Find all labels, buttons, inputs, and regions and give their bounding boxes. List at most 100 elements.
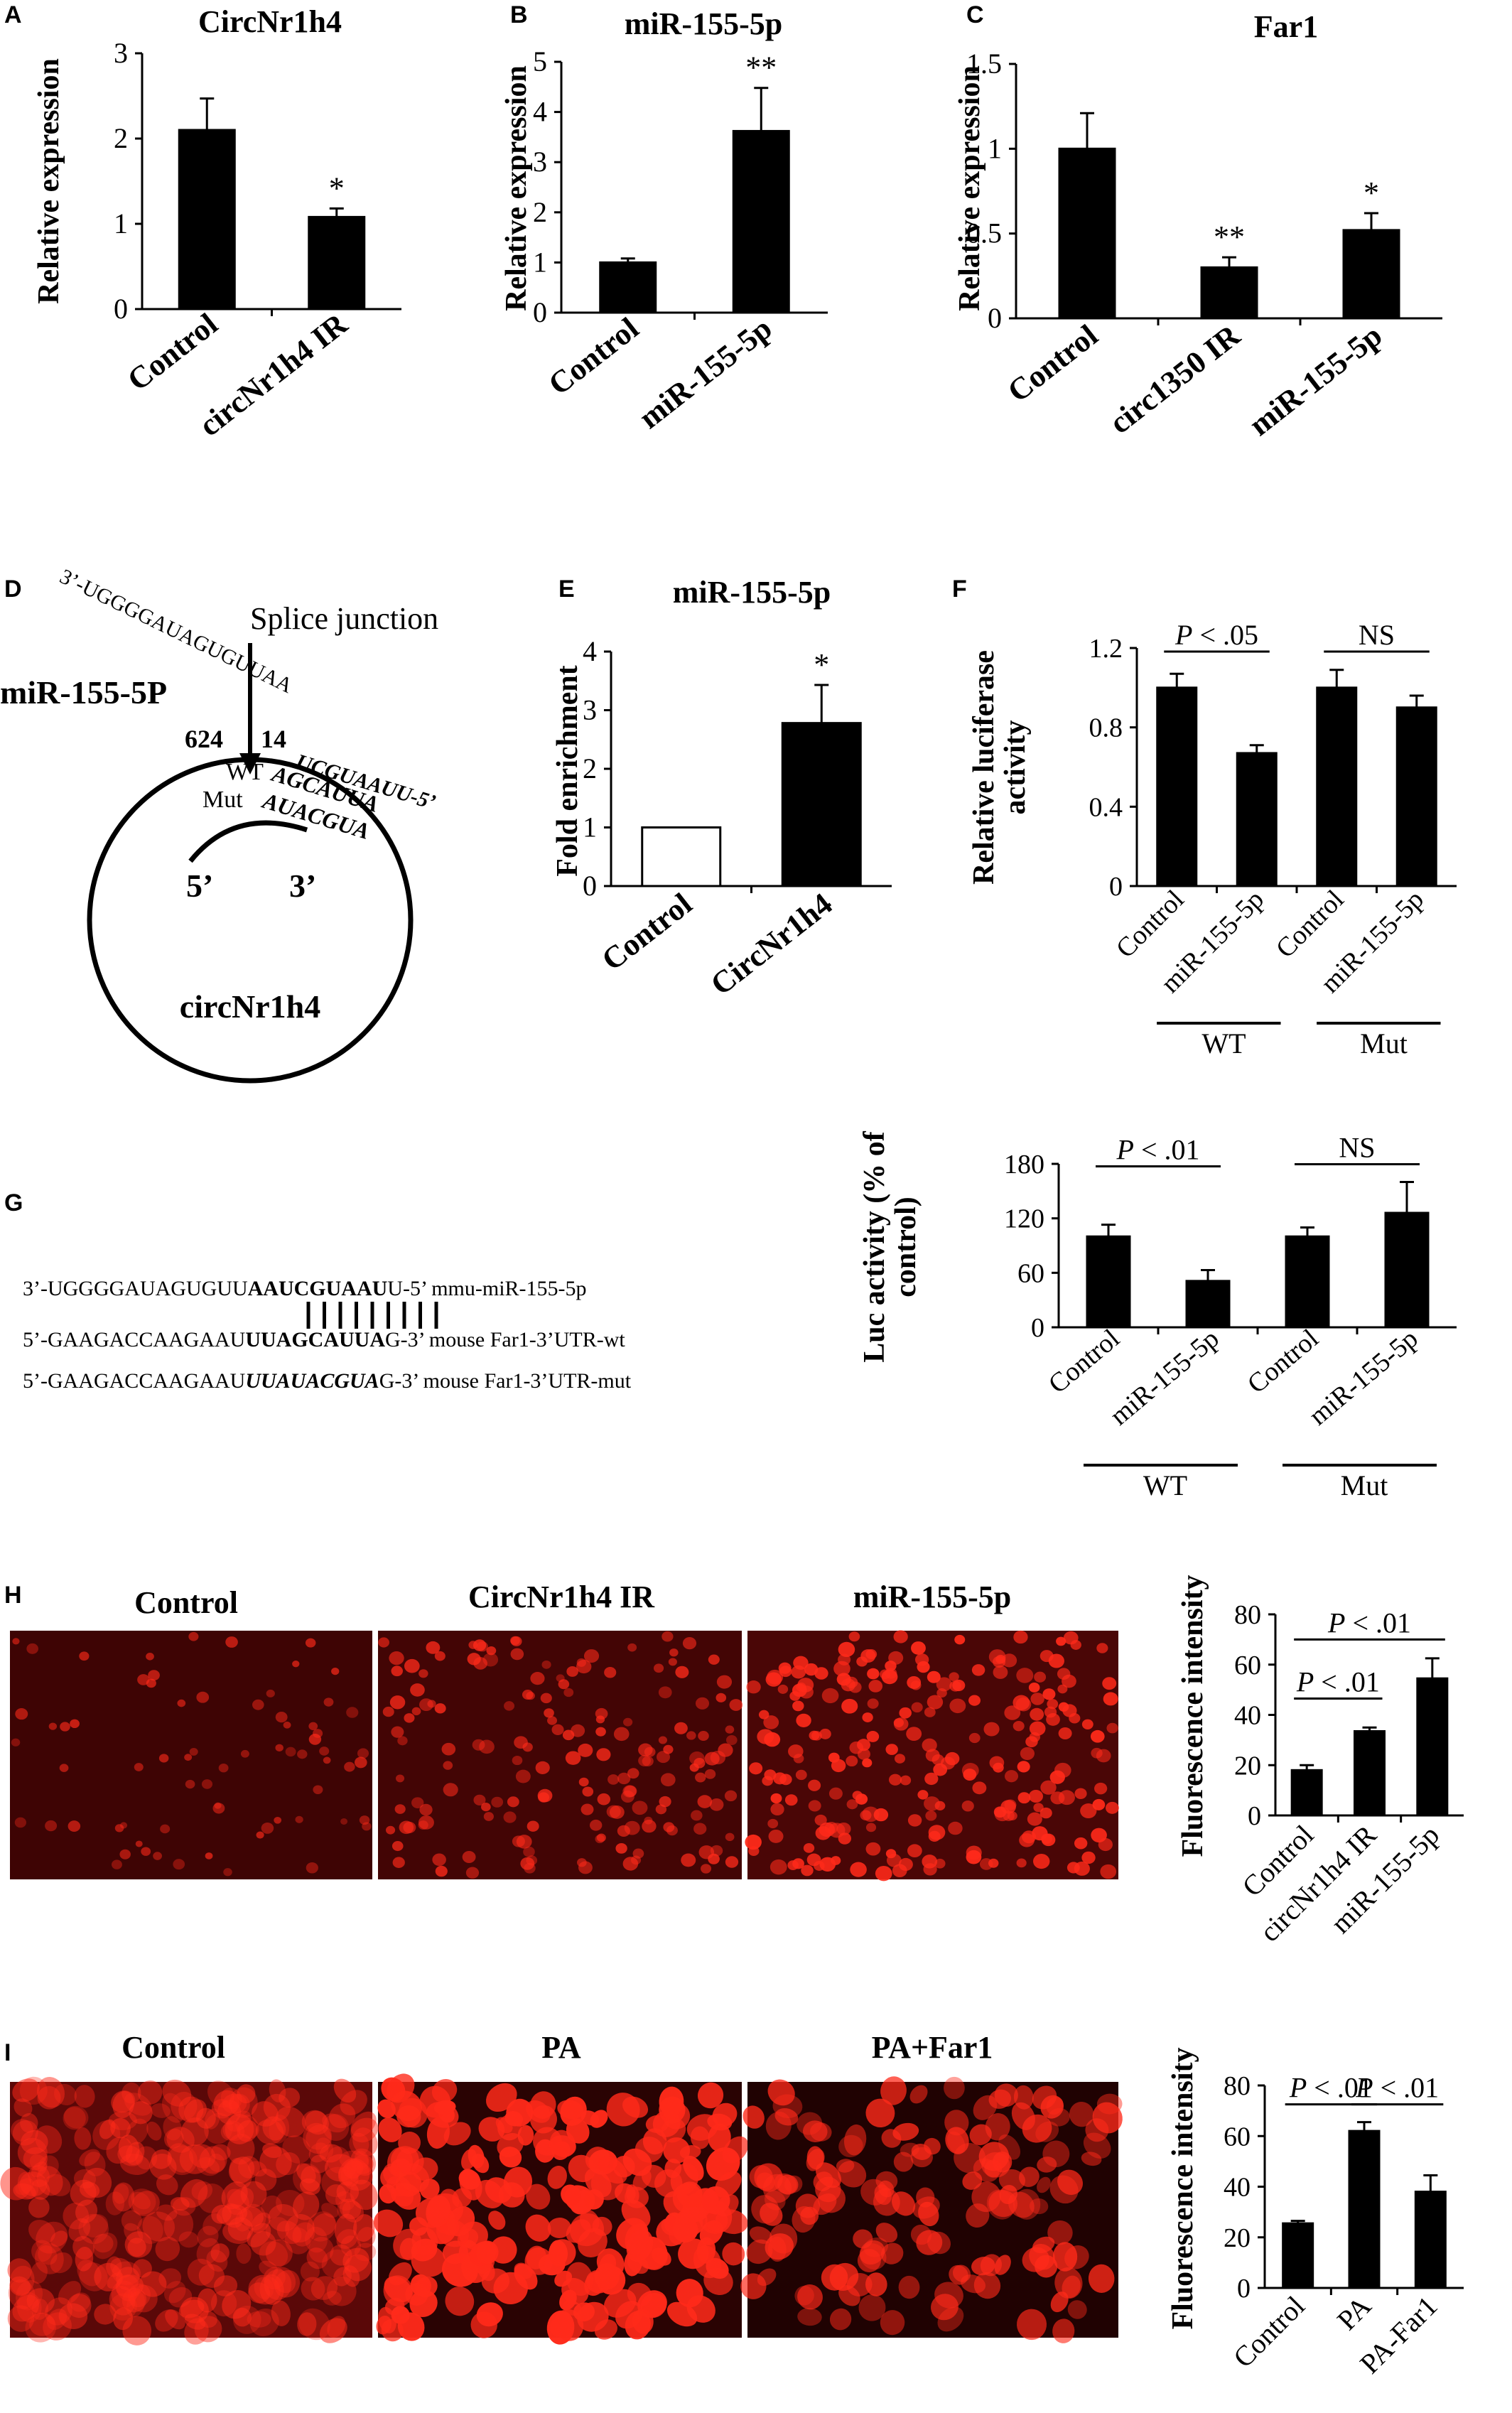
y-tick-label: 60 [1224,2122,1251,2152]
cell-nucleus [404,1713,415,1723]
cell-nucleus [94,2304,117,2325]
cell-nucleus [156,2204,178,2221]
cell-nucleus [1067,2300,1087,2319]
cell-nucleus [704,1769,716,1779]
cell-nucleus [276,2190,305,2217]
category-label: miR-155-5p [632,311,778,436]
mirna-label: miR-155-5P [0,674,167,711]
cell-nucleus [535,1761,550,1774]
cell-nucleus [382,1706,394,1717]
cell-nucleus [768,1829,784,1843]
cell-nucleus [638,1743,653,1756]
cell-nucleus [60,1722,70,1732]
cell-nucleus [161,2093,185,2123]
cell-nucleus [391,2306,410,2324]
cell-nucleus [1022,1830,1037,1844]
cell-nucleus [350,2111,377,2137]
cell-nucleus [405,2282,428,2306]
cell-nucleus [927,1670,941,1683]
cell-nucleus [1080,1803,1097,1819]
cell-nucleus [148,1670,160,1681]
cell-nucleus [1106,1722,1118,1734]
cell-nucleus [346,1707,359,1718]
cell-nucleus [31,2240,53,2262]
cell-nucleus [1037,2176,1051,2193]
cell-nucleus [625,2310,651,2340]
cell-nucleus [1083,2132,1111,2159]
cell-nucleus [858,2294,886,2321]
cell-nucleus [336,2181,360,2203]
cell-nucleus [149,2153,177,2180]
cell-nucleus [82,2213,109,2238]
y-tick-label: 80 [1234,1600,1261,1630]
cell-nucleus [968,1732,981,1744]
cell-nucleus [944,2076,965,2100]
circrna-label: circNr1h4 [180,988,320,1025]
cell-nucleus [888,1774,902,1786]
cell-nucleus [218,1763,229,1773]
comparison-label: P < .01 [1116,1133,1200,1165]
cell-nucleus [162,2079,192,2107]
cell-nucleus [880,2242,904,2264]
cell-nucleus [749,1762,763,1775]
cell-nucleus [359,1815,370,1825]
cell-nucleus [577,1858,587,1867]
cell-nucleus [795,1769,807,1781]
micrograph [10,1631,372,1879]
cell-nucleus [29,2312,55,2336]
cell-nucleus [746,2239,773,2264]
cell-nucleus [561,2184,581,2206]
cell-nucleus [657,1751,670,1764]
cell-nucleus [862,1758,873,1768]
cell-nucleus [1052,2242,1078,2272]
cell-nucleus [259,2241,288,2269]
cell-nucleus [126,2118,148,2145]
cell-nucleus [881,1669,898,1685]
cell-nucleus [813,2193,837,2215]
cell-nucleus [378,1637,389,1648]
cell-nucleus [961,1800,974,1812]
cell-nucleus [853,2229,873,2249]
cell-nucleus [968,1695,981,1706]
cell-nucleus [784,1794,798,1806]
y-axis-label: Luc activity (% ofcontrol) [858,1130,922,1362]
cell-nucleus [133,2259,152,2278]
y-tick-label: 5 [533,45,547,77]
cell-nucleus [906,1727,922,1742]
cell-nucleus [626,2184,639,2204]
cell-nucleus [541,1660,551,1669]
cell-nucleus [28,2220,55,2244]
cell-nucleus [797,1678,814,1693]
cell-nucleus [617,1772,631,1785]
cell-nucleus [875,2171,898,2191]
cell-nucleus [68,2218,91,2242]
cell-nucleus [227,2188,249,2210]
cell-nucleus [850,1862,867,1877]
cell-nucleus [14,2098,33,2117]
chart-a-circnr1h4: CircNr1h4 Relative expression 0 1 2 3 Control *… [33,4,401,443]
alignment-g: 3’-UGGGGAUAGUGUUAAUCGUAAUU-5’ mmu-miR-15… [23,1277,632,1393]
cell-nucleus [7,2305,35,2332]
y-tick-label: 0.4 [1089,792,1123,822]
cell-nucleus [247,2223,271,2247]
cell-nucleus [29,2154,48,2171]
cell-nucleus [94,2262,122,2291]
cell-nucleus [504,1701,515,1711]
cell-nucleus [1091,1828,1107,1842]
cell-nucleus [158,1754,169,1763]
cell-nucleus [526,2183,551,2210]
bar [1200,266,1258,320]
cell-nucleus [111,2280,137,2309]
cell-nucleus [63,2107,86,2130]
cell-nucleus [362,1822,372,1831]
cell-nucleus [544,1708,554,1718]
cell-nucleus [28,2197,50,2218]
y-axis-label: Fluorescence intensity [1177,1575,1209,1857]
cell-nucleus [222,2222,251,2245]
y-tick-label: 60 [1017,1258,1044,1288]
cell-nucleus [801,1864,814,1877]
cell-nucleus [441,1742,456,1756]
cell-nucleus [512,1755,523,1766]
cell-nucleus [113,2307,133,2331]
comparison-label: P < .01 [1296,1666,1380,1698]
